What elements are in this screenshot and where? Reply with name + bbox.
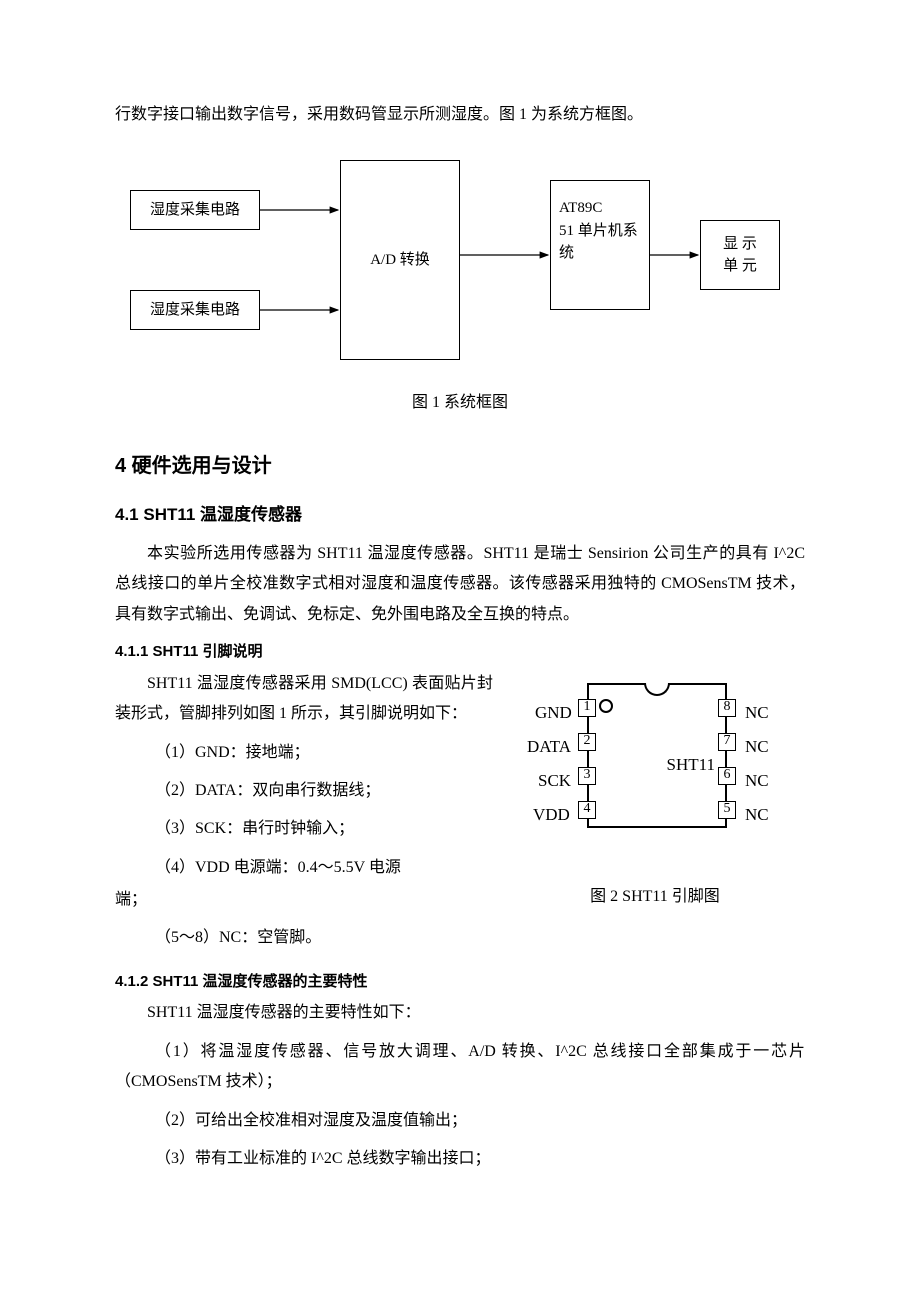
block-ad-converter: A/D 转换 (340, 160, 460, 360)
block-humidity-1: 湿度采集电路 (130, 190, 260, 230)
pin-num-5: 5 (718, 801, 736, 819)
pin-num-6: 6 (718, 767, 736, 785)
char-item-2: （2）可给出全校准相对湿度及温度值输出； (115, 1106, 805, 1136)
block-mcu-label: AT89C 51 单片机系统 (559, 197, 641, 265)
pin-item-5: （5～8）NC：空管脚。 (115, 923, 805, 953)
block-display-label: 显 示 单 元 (723, 233, 757, 278)
pin-label-data: DATA (527, 731, 571, 763)
figure-1-caption: 图 1 系统框图 (115, 388, 805, 418)
pin-num-2: 2 (578, 733, 596, 751)
block-display: 显 示 单 元 (700, 220, 780, 290)
pin-label-nc-7: NC (745, 731, 769, 763)
char-intro: SHT11 温湿度传感器的主要特性如下： (115, 998, 805, 1028)
pin-num-8: 8 (718, 699, 736, 717)
figure-2-container: SHT11 GND 1 DATA 2 SCK 3 VDD 4 8 NC 7 NC… (505, 673, 805, 912)
intro-paragraph: 行数字接口输出数字信号，采用数码管显示所测湿度。图 1 为系统方框图。 (115, 100, 805, 130)
pin-label-sck: SCK (538, 765, 571, 797)
heading-pins: 4.1.1 SHT11 引脚说明 (115, 638, 805, 667)
chip-notch-icon (644, 683, 670, 696)
pin-label-gnd: GND (535, 697, 572, 729)
heading-hardware: 4 硬件选用与设计 (115, 447, 805, 485)
chip-body: SHT11 (587, 683, 727, 828)
pin-num-3: 3 (578, 767, 596, 785)
pin-label-nc-8: NC (745, 697, 769, 729)
block-humidity-2: 湿度采集电路 (130, 290, 260, 330)
pin-num-1: 1 (578, 699, 596, 717)
char-item-3: （3）带有工业标准的 I^2C 总线数字输出接口； (115, 1144, 805, 1174)
sht11-intro: 本实验所选用传感器为 SHT11 温湿度传感器。SHT11 是瑞士 Sensir… (115, 539, 805, 630)
char-item-1: （1）将温湿度传感器、信号放大调理、A/D 转换、I^2C 总线接口全部集成于一… (115, 1037, 805, 1098)
pin-label-nc-5: NC (745, 799, 769, 831)
pin-label-vdd: VDD (533, 799, 570, 831)
figure-2-pinout: SHT11 GND 1 DATA 2 SCK 3 VDD 4 8 NC 7 NC… (505, 673, 805, 838)
pin-label-nc-6: NC (745, 765, 769, 797)
chip-name-label: SHT11 (667, 749, 716, 781)
heading-sht11: 4.1 SHT11 温湿度传感器 (115, 499, 805, 531)
figure-2-caption: 图 2 SHT11 引脚图 (505, 882, 805, 912)
pin-num-7: 7 (718, 733, 736, 751)
pin-num-4: 4 (578, 801, 596, 819)
block-mcu: AT89C 51 单片机系统 (550, 180, 650, 310)
figure-1-block-diagram: 湿度采集电路 湿度采集电路 A/D 转换 AT89C 51 单片机系统 显 示 … (130, 160, 790, 380)
chip-orientation-dot-icon (599, 699, 613, 713)
heading-characteristics: 4.1.2 SHT11 温湿度传感器的主要特性 (115, 968, 805, 997)
